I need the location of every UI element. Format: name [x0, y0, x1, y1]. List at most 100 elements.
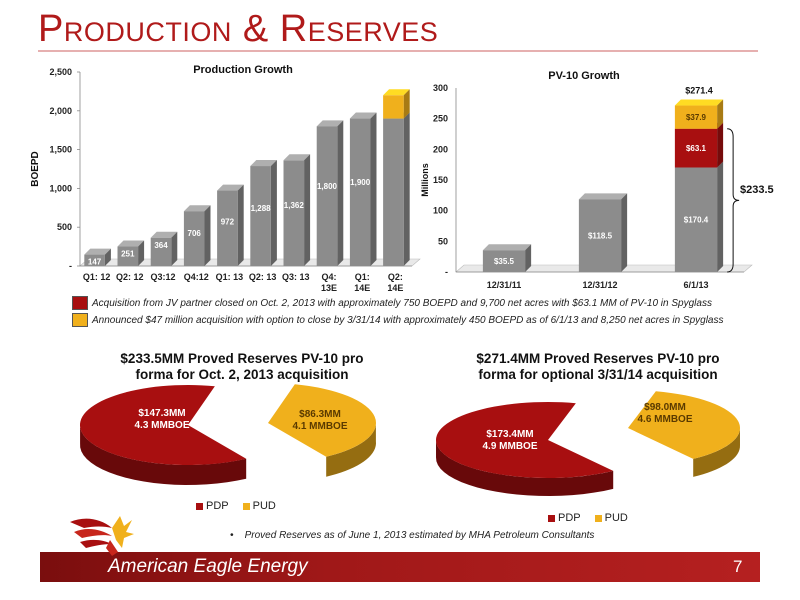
pv10-y-tick: 250 — [433, 114, 448, 124]
pv10-bar-top — [482, 244, 532, 251]
pv10-y-label: Millions — [420, 163, 430, 197]
pv10-data-label: $118.5 — [588, 232, 613, 241]
page-number: 7 — [733, 557, 743, 576]
production-bar-side — [138, 240, 145, 266]
legend-note-jv: Acquisition from JV partner closed on Oc… — [72, 296, 712, 310]
pv10-y-tick: - — [445, 267, 448, 277]
production-bar-addition — [383, 95, 404, 119]
legend-swatch — [196, 502, 203, 510]
footnote-text: Proved Reserves as of June 1, 2013 estim… — [244, 530, 595, 541]
pie2-data-label: 4.9 MMBOE — [482, 441, 537, 452]
pv10-y-tick: 300 — [433, 83, 448, 93]
production-bar-side — [104, 248, 111, 266]
legend-pdp: PDP — [196, 500, 229, 512]
pv10-bar-side — [621, 193, 628, 272]
pv10-bar-top — [674, 99, 724, 106]
pv10-y-tick: 150 — [433, 175, 448, 185]
production-bar-top — [250, 160, 277, 167]
pie2-legend: PDP PUD — [548, 512, 642, 524]
pie1-slice-pdp — [80, 385, 247, 465]
legend-pud: PUD — [242, 500, 276, 512]
legend-label: PDP — [206, 500, 229, 512]
production-bar-top — [117, 240, 145, 247]
production-x-tick: Q4: — [321, 272, 336, 282]
pv10-bar — [674, 105, 718, 129]
pv10-y-tick: 200 — [433, 144, 448, 154]
production-bar — [217, 190, 238, 266]
production-data-label: 972 — [221, 218, 235, 227]
pie2-slice-pud — [628, 391, 741, 459]
title-divider — [38, 50, 758, 52]
pie2-data-label: 4.6 MMBOE — [637, 414, 692, 425]
production-bar-top — [150, 231, 178, 238]
production-y-tick: 2,000 — [49, 106, 72, 116]
production-x-tick: Q1: 12 — [83, 272, 111, 282]
pie2-slice-side — [436, 439, 614, 496]
production-bar-top — [183, 205, 211, 212]
pie1-title-line: forma for Oct. 2, 2013 acquisition — [135, 367, 349, 382]
production-x-tick: Q4:12 — [184, 272, 209, 282]
pv10-bar-side — [717, 122, 724, 168]
production-data-label: 251 — [121, 250, 135, 259]
production-y-tick: - — [69, 261, 72, 271]
production-data-label: 1,288 — [251, 204, 272, 213]
production-x-tick: Q1: — [355, 272, 370, 282]
production-bar-top — [349, 112, 377, 119]
pie2-data-label: $98.0MM — [644, 402, 686, 413]
legend-note-text: Acquisition from JV partner closed on Oc… — [92, 297, 712, 309]
pie2-title: $271.4MM Proved Reserves PV-10 pro forma… — [438, 351, 758, 383]
production-bar-side — [171, 231, 178, 266]
slide-title: Production & Reserves — [38, 8, 439, 50]
footnote: • Proved Reserves as of June 1, 2013 est… — [230, 530, 595, 541]
production-y-tick: 1,000 — [49, 183, 72, 193]
production-y-tick: 1,500 — [49, 145, 72, 155]
pie1-data-label: $147.3MM — [138, 408, 185, 419]
production-data-label: 1,362 — [284, 201, 305, 210]
pv10-y-tick: 100 — [433, 206, 448, 216]
pv10-data-label: $63.1 — [686, 144, 707, 153]
production-bar-side — [204, 205, 211, 266]
production-data-label: 1,800 — [317, 182, 338, 191]
production-x-tick: 14E — [354, 283, 370, 293]
legend-label: PUD — [604, 512, 628, 524]
production-x-tick: Q1: 13 — [216, 272, 244, 282]
pv10-bracket — [727, 128, 740, 273]
pie2-slice-side — [693, 427, 740, 477]
pie1-title: $233.5MM Proved Reserves PV-10 pro forma… — [82, 351, 402, 383]
pie1-data-label: 4.1 MMBOE — [292, 421, 347, 432]
pv10-bar-side — [717, 161, 724, 272]
pv10-title: PV-10 Growth — [548, 70, 620, 82]
pv10-bar — [674, 128, 718, 168]
pie1-legend: PDP PUD — [196, 500, 290, 512]
production-bar — [349, 118, 371, 266]
production-bar — [250, 166, 271, 266]
production-x-tick: Q2: — [388, 272, 403, 282]
production-bar-top — [84, 248, 111, 255]
pv10-bar-side — [717, 99, 724, 129]
production-x-tick: Q2: 12 — [116, 272, 144, 282]
production-bar-addition-side — [403, 89, 410, 119]
legend-pud: PUD — [594, 512, 628, 524]
pv10-bar — [482, 250, 526, 272]
production-bar — [183, 211, 205, 266]
pie1-data-label: $86.3MM — [299, 409, 341, 420]
pv10-data-label: $37.9 — [686, 113, 707, 122]
pie1-title-line: $233.5MM Proved Reserves PV-10 pro — [120, 351, 364, 366]
pie2-title-line: $271.4MM Proved Reserves PV-10 pro — [476, 351, 720, 366]
legend-swatch — [548, 514, 555, 522]
production-bar-side — [337, 120, 344, 266]
production-data-label: 364 — [154, 241, 168, 250]
production-bar-side — [237, 184, 244, 266]
production-title: Production Growth — [193, 64, 293, 76]
production-bar-side — [270, 160, 277, 266]
production-bar-top — [316, 120, 344, 127]
production-y-tick: 2,500 — [49, 67, 72, 77]
legend-note-optional: Announced $47 million acquisition with o… — [72, 313, 724, 327]
pie1-data-label: 4.3 MMBOE — [134, 420, 189, 431]
pv10-y-tick: 50 — [438, 236, 448, 246]
production-x-tick: Q3: 13 — [282, 272, 310, 282]
legend-swatch-gold — [72, 313, 88, 327]
footer-bar — [40, 552, 760, 582]
production-bar — [316, 126, 338, 266]
